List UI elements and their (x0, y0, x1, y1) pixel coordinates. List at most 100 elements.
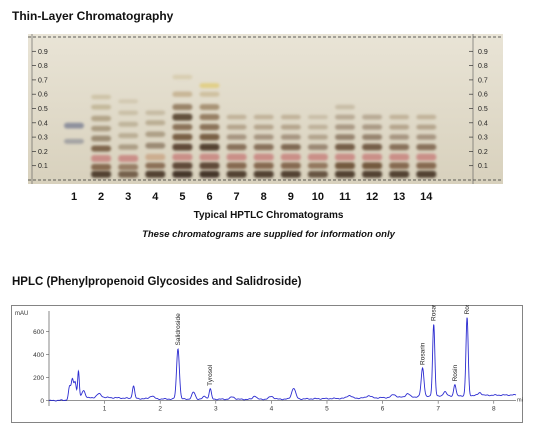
hplc-y-tick-label: 200 (33, 375, 44, 382)
tlc-band (362, 170, 383, 178)
tlc-band (199, 170, 220, 178)
tlc-band (226, 134, 247, 140)
lane-label: 8 (260, 191, 267, 203)
tlc-band (172, 170, 193, 178)
rf-tick-label-right: 0.7 (478, 77, 488, 84)
tlc-band (91, 163, 112, 171)
tlc-band (199, 104, 220, 110)
hplc-peak-label: Rosavin (431, 305, 438, 321)
rf-tick-label-left: 0.4 (38, 120, 48, 127)
lane-label: 3 (125, 191, 132, 203)
tlc-band (64, 122, 84, 129)
tlc-band (280, 153, 301, 161)
tlc-band (362, 114, 383, 120)
hplc-peak-labels: Salidroside Tyrosol Rosarin Rosavin Rosin Ros… (175, 305, 471, 386)
tlc-band (280, 124, 301, 130)
tlc-band (335, 143, 355, 151)
tlc-band (280, 134, 301, 140)
tlc-band (145, 153, 166, 161)
rf-tick-label-left: 0.9 (38, 49, 48, 56)
tlc-band (64, 138, 84, 144)
tlc-band (362, 124, 383, 130)
tlc-band (307, 134, 328, 140)
rf-tick-label-left: 0.7 (38, 77, 48, 84)
lane-label: 13 (393, 191, 406, 203)
hplc-chart: 0 200 400 600 mAU 1 2 3 4 5 6 7 8 min Salidroside Tyro… (11, 305, 523, 423)
rf-tick-label-left: 0.2 (38, 149, 48, 156)
tlc-band (335, 170, 355, 178)
rf-tick-label-right: 0.4 (478, 120, 488, 127)
tlc-band (253, 153, 274, 161)
tlc-band (172, 133, 193, 141)
hplc-x-tick-label: 8 (492, 406, 496, 413)
tlc-band (253, 124, 274, 130)
tlc-band (389, 114, 410, 120)
rf-tick-label-right: 0.1 (478, 163, 488, 170)
tlc-band (199, 133, 220, 141)
tlc-band (416, 134, 437, 140)
tlc-band (253, 114, 274, 120)
tlc-band (335, 162, 355, 170)
rf-tick-label-right: 0.5 (478, 106, 488, 113)
hplc-y-label: mAU (15, 311, 28, 317)
lane-label: 1 (70, 191, 78, 203)
tlc-band (91, 94, 112, 100)
rf-tick-label-right: 0.3 (478, 135, 488, 142)
lane-label: 14 (420, 191, 433, 203)
tlc-band (416, 162, 437, 169)
hplc-x-tick-label: 2 (158, 406, 162, 413)
tlc-band (253, 170, 274, 178)
tlc-band (362, 153, 383, 161)
tlc-band (199, 153, 220, 161)
tlc-plate: 0.1 0.1 0.2 0.2 0.3 0.3 0.4 0.4 0.5 0.5 0.6 0.6 0.7 0… (28, 34, 503, 184)
tlc-band (307, 170, 328, 178)
tlc-band (199, 123, 220, 131)
tlc-band (416, 114, 437, 120)
lane-label: 9 (287, 191, 294, 203)
hplc-peak-label: Salidroside (175, 313, 182, 346)
tlc-band (118, 155, 139, 163)
tlc-band (416, 153, 437, 161)
rf-ticks: 0.1 0.1 0.2 0.2 0.3 0.3 0.4 0.4 0.5 0.5 0.6 0.6 0.7 0… (32, 49, 488, 170)
tlc-band (389, 144, 410, 151)
tlc-band (172, 153, 193, 161)
hplc-x-tick-label: 4 (270, 406, 274, 413)
tlc-band (91, 125, 112, 132)
tlc-band (199, 83, 220, 89)
lane-label: 11 (339, 191, 351, 203)
tlc-band (172, 74, 193, 80)
rf-tick-label-left: 0.5 (38, 106, 48, 113)
tlc-band (307, 114, 328, 120)
tlc-band (91, 104, 112, 110)
tlc-band (362, 143, 383, 151)
tlc-band (118, 133, 139, 139)
hplc-frame-border (11, 305, 523, 423)
tlc-bands (64, 74, 437, 178)
lane-label: 4 (152, 191, 159, 203)
rf-tick-label-right: 0.6 (478, 92, 488, 99)
tlc-band (226, 124, 247, 130)
tlc-band (362, 162, 383, 170)
tlc-band (389, 124, 410, 130)
lane-label: 5 (179, 191, 186, 203)
hplc-x-unit: min (517, 398, 523, 404)
rf-tick-label-right: 0.2 (478, 149, 488, 156)
tlc-band (172, 123, 193, 131)
tlc-band (118, 110, 139, 116)
tlc-title: Thin-Layer Chromatography (12, 9, 174, 23)
tlc-band (172, 162, 193, 170)
tlc-band (389, 134, 410, 140)
tlc-band (145, 120, 166, 126)
tlc-band (199, 162, 220, 170)
lane-label: 7 (233, 191, 240, 203)
tlc-band (145, 110, 166, 116)
hplc-peak-label: Rosin (452, 364, 459, 381)
hplc-y-tick-label: 0 (40, 398, 44, 405)
tlc-band (91, 115, 112, 122)
tlc-band (335, 134, 355, 140)
tlc-band (307, 153, 328, 161)
tlc-band (145, 131, 166, 137)
tlc-band (91, 135, 112, 142)
tlc-band (118, 144, 139, 150)
lane-label: 10 (311, 191, 325, 203)
